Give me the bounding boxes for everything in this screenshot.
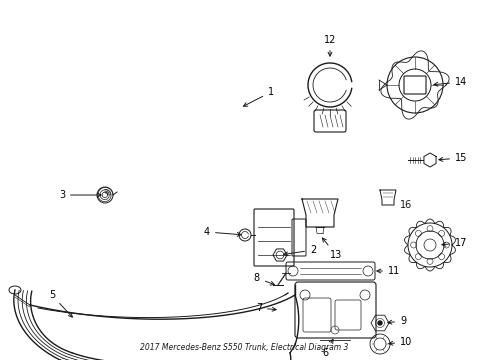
Text: 10: 10 — [388, 337, 411, 347]
Text: 11: 11 — [376, 266, 400, 276]
Circle shape — [377, 321, 381, 325]
Text: 17: 17 — [441, 238, 467, 248]
Text: 4: 4 — [203, 227, 241, 237]
Text: 3: 3 — [59, 190, 101, 200]
Text: 5: 5 — [49, 290, 72, 317]
Text: 14: 14 — [433, 77, 467, 87]
Text: 6: 6 — [321, 339, 332, 358]
Text: 7: 7 — [255, 303, 276, 313]
Text: 15: 15 — [438, 153, 467, 163]
Text: 1: 1 — [243, 87, 274, 106]
Text: 2: 2 — [283, 245, 316, 256]
Text: 8: 8 — [253, 273, 274, 285]
Text: 16: 16 — [399, 200, 411, 210]
Text: 13: 13 — [322, 238, 342, 260]
Text: 9: 9 — [387, 316, 406, 326]
Text: 2017 Mercedes-Benz S550 Trunk, Electrical Diagram 3: 2017 Mercedes-Benz S550 Trunk, Electrica… — [140, 343, 348, 352]
Text: 12: 12 — [323, 35, 336, 56]
